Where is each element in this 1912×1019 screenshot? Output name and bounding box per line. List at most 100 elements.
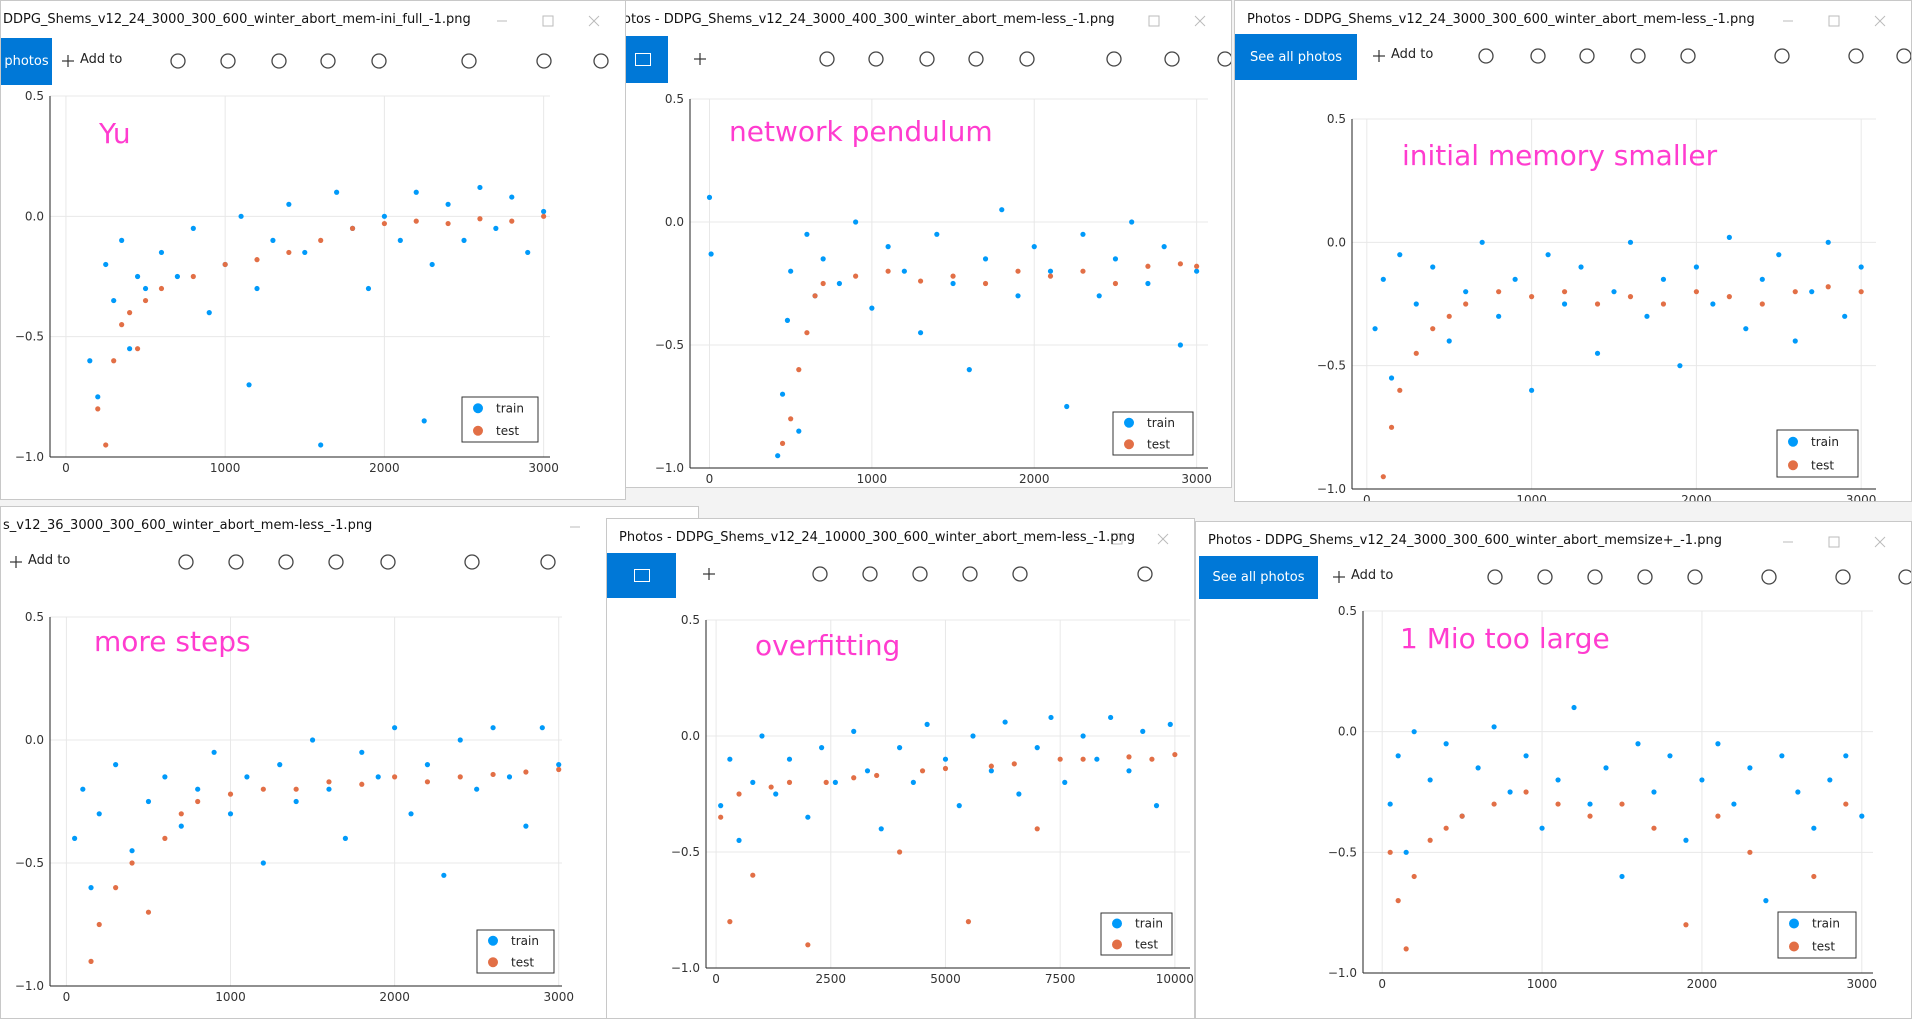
point bbox=[1062, 779, 1068, 785]
toolbar-icon bbox=[968, 51, 984, 67]
point bbox=[1809, 289, 1815, 295]
point bbox=[1587, 813, 1593, 819]
photo-icon bbox=[633, 569, 650, 582]
point bbox=[158, 285, 165, 292]
point bbox=[1743, 326, 1749, 332]
point bbox=[392, 725, 398, 731]
point bbox=[119, 322, 125, 328]
point bbox=[1651, 789, 1657, 795]
point bbox=[718, 814, 724, 820]
see-all-photos-button[interactable]: photos bbox=[1, 38, 52, 85]
point bbox=[523, 769, 529, 775]
point bbox=[96, 811, 102, 817]
x-tick-label: 2000 bbox=[1687, 977, 1718, 991]
point bbox=[820, 256, 826, 262]
toolbar-icon bbox=[812, 566, 828, 582]
point bbox=[1411, 873, 1417, 880]
point bbox=[1507, 789, 1513, 795]
point bbox=[999, 207, 1005, 213]
point bbox=[1792, 289, 1798, 295]
toolbar-icon bbox=[1537, 569, 1553, 585]
point bbox=[1811, 825, 1817, 831]
x-tick-label: 3000 bbox=[528, 461, 559, 475]
point bbox=[727, 919, 733, 925]
legend-label: test bbox=[1147, 437, 1170, 451]
point bbox=[1635, 741, 1641, 747]
toolbar-icon bbox=[380, 554, 396, 570]
point bbox=[750, 872, 756, 878]
point bbox=[942, 765, 949, 772]
point bbox=[1843, 801, 1849, 807]
see-all-photos-button[interactable] bbox=[607, 553, 676, 598]
legend-marker bbox=[1124, 439, 1134, 450]
point bbox=[1529, 294, 1535, 300]
point bbox=[1699, 777, 1705, 783]
point bbox=[934, 231, 940, 237]
point bbox=[254, 257, 260, 263]
toolbar-icon bbox=[228, 554, 244, 570]
point bbox=[1644, 313, 1650, 319]
point bbox=[1034, 745, 1040, 751]
add-to-button[interactable]: Add to bbox=[1351, 568, 1394, 583]
legend-marker bbox=[488, 935, 498, 946]
point bbox=[254, 285, 260, 292]
point bbox=[950, 273, 956, 279]
point bbox=[222, 261, 228, 268]
point bbox=[286, 249, 292, 256]
point bbox=[897, 745, 903, 751]
toolbar-icon bbox=[868, 51, 884, 67]
point bbox=[523, 823, 529, 829]
point bbox=[1112, 256, 1119, 262]
point bbox=[1403, 849, 1409, 855]
point bbox=[804, 330, 810, 336]
point bbox=[965, 919, 972, 925]
point bbox=[88, 958, 94, 964]
point bbox=[1825, 284, 1831, 290]
point bbox=[1594, 301, 1601, 307]
point bbox=[318, 442, 324, 448]
legend-label: test bbox=[1812, 940, 1835, 954]
y-tick-label: 0.5 bbox=[25, 89, 44, 103]
point bbox=[206, 310, 212, 316]
toolbar-icon bbox=[593, 53, 609, 69]
point bbox=[1446, 313, 1452, 319]
add-to-button[interactable]: Add to bbox=[80, 52, 123, 67]
point bbox=[1759, 301, 1765, 307]
legend-marker bbox=[1788, 460, 1798, 471]
point bbox=[145, 798, 152, 805]
add-to-button[interactable]: Add to bbox=[28, 553, 71, 568]
point bbox=[556, 766, 562, 773]
toolbar-icon bbox=[271, 53, 287, 69]
point bbox=[1763, 898, 1769, 904]
legend-box bbox=[1100, 912, 1173, 956]
point bbox=[539, 725, 545, 731]
legend-label: test bbox=[1135, 938, 1158, 952]
point bbox=[349, 225, 356, 231]
see-all-photos-button[interactable]: See all photos bbox=[1199, 556, 1318, 599]
point bbox=[897, 849, 903, 855]
add-to-button[interactable]: Add to bbox=[1391, 47, 1434, 62]
point bbox=[917, 330, 924, 336]
point bbox=[1194, 263, 1200, 269]
point bbox=[950, 280, 956, 287]
see-all-photos-button[interactable]: See all photos bbox=[1235, 34, 1357, 80]
point bbox=[490, 771, 496, 778]
y-tick-label: 0.0 bbox=[681, 729, 700, 743]
point bbox=[1446, 338, 1452, 344]
point bbox=[1710, 301, 1716, 307]
point bbox=[392, 774, 398, 780]
point bbox=[1031, 244, 1037, 250]
close bbox=[1194, 15, 1206, 27]
y-tick-label: −1.0 bbox=[15, 979, 44, 993]
point bbox=[246, 382, 252, 388]
point bbox=[718, 803, 724, 809]
x-tick-label: 3000 bbox=[543, 990, 574, 1004]
point bbox=[145, 909, 152, 915]
x-tick-label: 5000 bbox=[930, 972, 961, 986]
point bbox=[381, 220, 387, 227]
point bbox=[988, 768, 994, 774]
point bbox=[1427, 777, 1433, 783]
point bbox=[190, 225, 196, 231]
point bbox=[1683, 922, 1689, 928]
